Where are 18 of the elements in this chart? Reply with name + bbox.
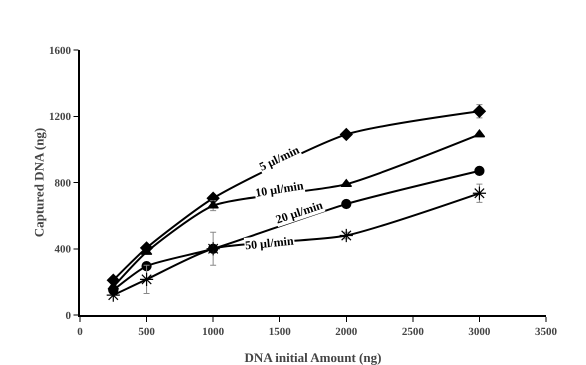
y-tick-label: 1200 xyxy=(49,111,72,124)
text: 10 µl/min xyxy=(254,178,305,200)
y-axis-title: Captured DNA (ng) xyxy=(32,128,46,238)
x-tick-label: 500 xyxy=(138,326,156,338)
y-tick-label: 400 xyxy=(54,244,72,256)
y-tick-label: 0 xyxy=(66,310,72,322)
y-tick-label: 800 xyxy=(54,177,72,190)
text: 50 µl/min xyxy=(244,234,294,252)
x-tick-label: 2000 xyxy=(335,326,358,338)
x-tick-label: 3500 xyxy=(535,326,558,338)
y-tick-label: 1600 xyxy=(49,44,72,57)
x-axis-title: DNA initial Amount (ng) xyxy=(244,350,382,365)
text: 20 µl/min xyxy=(274,198,325,227)
x-tick-label: 2500 xyxy=(402,326,424,338)
x-tick-label: 1500 xyxy=(268,326,292,338)
x-tick-label: 0 xyxy=(77,326,84,338)
x-tick-label: 1000 xyxy=(202,326,225,338)
x-tick-label: 3000 xyxy=(468,326,491,338)
